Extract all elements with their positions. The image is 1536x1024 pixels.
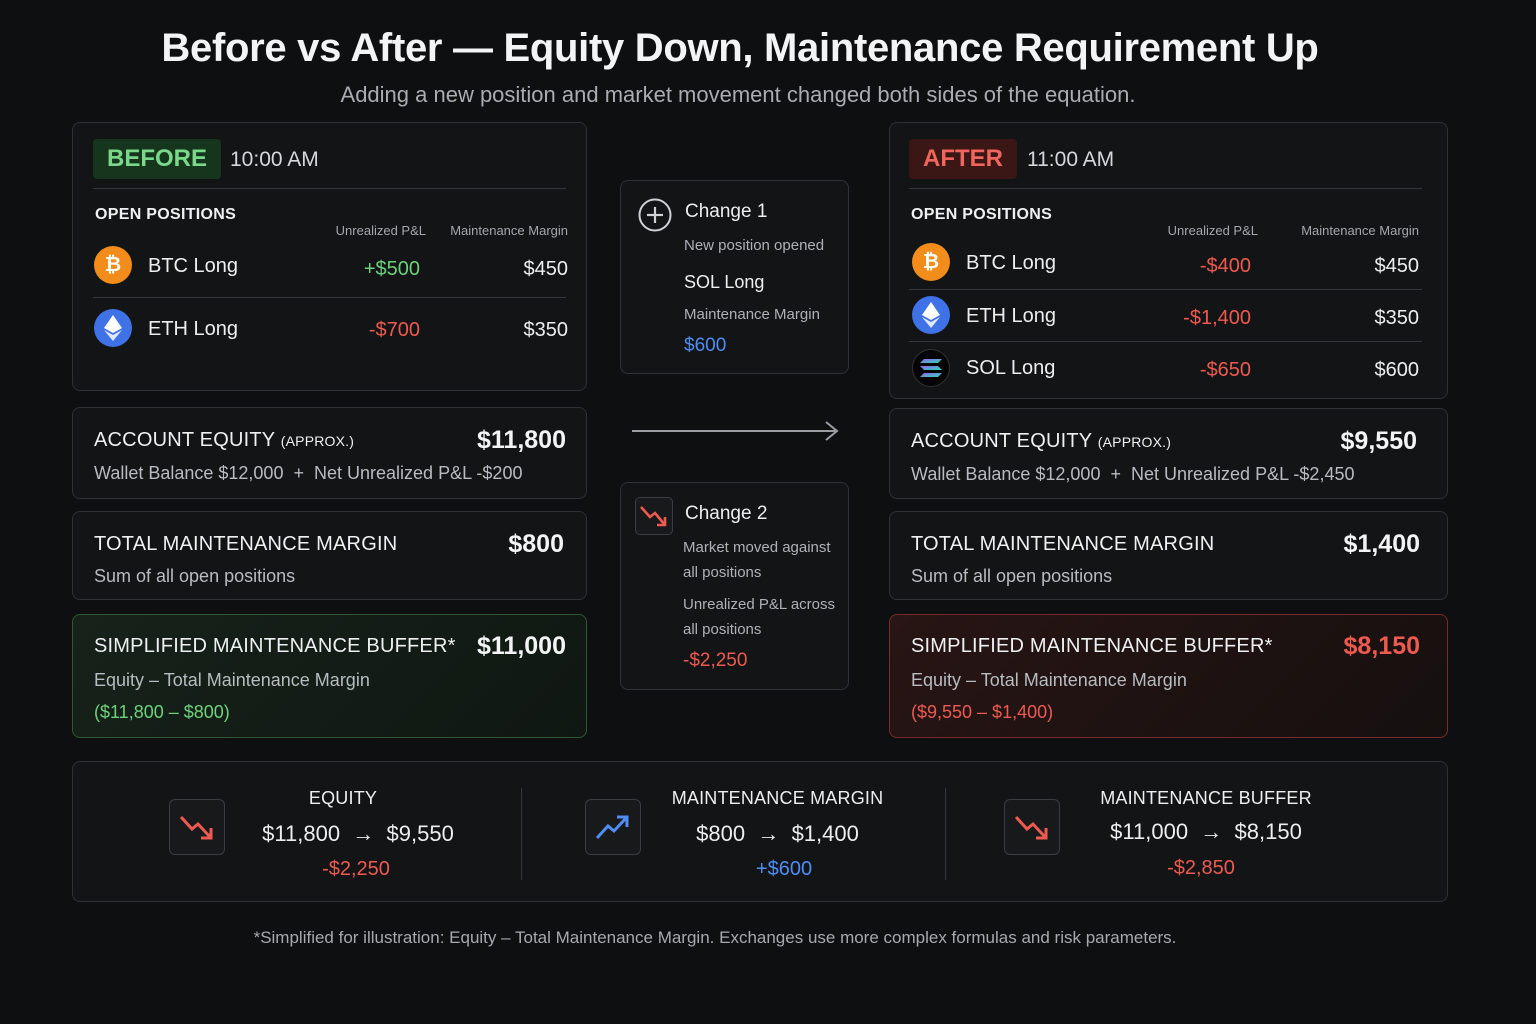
total-margin-label: TOTAL MAINTENANCE MARGIN bbox=[94, 533, 398, 555]
column-header-pnl: Unrealized P&L bbox=[335, 223, 426, 238]
summary-delta: -$2,850 bbox=[1167, 857, 1235, 879]
before-buffer-card: SIMPLIFIED MAINTENANCE BUFFER* $11,000 E… bbox=[72, 614, 587, 738]
buffer-formula: Equity – Total Maintenance Margin bbox=[94, 670, 370, 690]
change-value: $600 bbox=[684, 335, 727, 356]
divider bbox=[521, 788, 522, 880]
position-margin: $450 bbox=[1374, 255, 1420, 277]
before-time: 10:00 AM bbox=[230, 148, 319, 171]
summary-label: MAINTENANCE BUFFER bbox=[1100, 788, 1312, 808]
before-positions-card: BEFORE 10:00 AM OPEN POSITIONS Unrealize… bbox=[72, 122, 587, 391]
change-subtitle: Market moved against bbox=[683, 539, 831, 556]
equity-breakdown: Wallet Balance $12,000 + Net Unrealized … bbox=[94, 463, 523, 483]
position-pnl: +$500 bbox=[363, 258, 420, 280]
change-subtitle: New position opened bbox=[684, 237, 825, 254]
position-margin: $450 bbox=[523, 258, 569, 280]
summary-card: EQUITY $11,800 → $9,550 -$2,250 MAINTENA… bbox=[72, 761, 1448, 902]
page-subtitle: Adding a new position and market movemen… bbox=[340, 82, 1136, 107]
position-name: BTC Long bbox=[966, 252, 1057, 274]
position-pnl: -$1,400 bbox=[1183, 307, 1251, 329]
summary-label: EQUITY bbox=[308, 788, 378, 808]
summary-delta: -$2,250 bbox=[322, 858, 390, 880]
buffer-value: $8,150 bbox=[1343, 632, 1420, 660]
total-margin-value: $1,400 bbox=[1343, 530, 1420, 558]
change-label: all positions bbox=[683, 621, 762, 638]
change-label: Unrealized P&L across bbox=[683, 596, 836, 613]
divider bbox=[945, 788, 946, 880]
change-value: -$2,250 bbox=[683, 650, 748, 671]
after-tag: AFTER bbox=[909, 139, 1017, 179]
equity-value: $11,800 bbox=[477, 426, 566, 454]
position-name: ETH Long bbox=[148, 318, 239, 340]
before-after-arrow bbox=[632, 420, 842, 447]
column-header-margin: Maintenance Margin bbox=[450, 223, 568, 238]
summary-values: $800 → $1,400 bbox=[696, 821, 859, 846]
after-positions-card: AFTER 11:00 AM OPEN POSITIONS Unrealized… bbox=[889, 122, 1448, 399]
divider bbox=[909, 188, 1422, 189]
change-position-name: SOL Long bbox=[684, 272, 765, 292]
trend-down-icon bbox=[1004, 799, 1060, 855]
change-1-card: Change 1 New position opened SOL Long Ma… bbox=[620, 180, 849, 374]
change-title: Change 2 bbox=[685, 503, 768, 524]
summary-values: $11,000 → $8,150 bbox=[1110, 819, 1302, 844]
position-pnl: -$650 bbox=[1199, 359, 1251, 381]
bitcoin-icon: ₿ bbox=[912, 243, 950, 281]
column-header-margin: Maintenance Margin bbox=[1301, 223, 1419, 238]
buffer-value: $11,000 bbox=[477, 632, 566, 660]
bitcoin-icon: ₿ bbox=[94, 246, 132, 284]
section-heading: OPEN POSITIONS bbox=[95, 206, 237, 223]
change-2-card: Change 2 Market moved against all positi… bbox=[620, 482, 849, 690]
before-tag: BEFORE bbox=[93, 139, 222, 179]
position-margin: $350 bbox=[523, 319, 569, 341]
position-pnl: -$700 bbox=[368, 319, 420, 341]
buffer-label: SIMPLIFIED MAINTENANCE BUFFER* bbox=[94, 635, 456, 657]
section-heading: OPEN POSITIONS bbox=[911, 206, 1053, 223]
column-header-pnl: Unrealized P&L bbox=[1167, 223, 1258, 238]
page-title: Before vs After — Equity Down, Maintenan… bbox=[161, 26, 1319, 70]
ethereum-icon bbox=[912, 296, 950, 334]
position-name: ETH Long bbox=[966, 305, 1057, 327]
equity-label: ACCOUNT EQUITY (APPROX.) bbox=[94, 429, 355, 451]
summary-values: $11,800 → $9,550 bbox=[262, 821, 454, 846]
summary-delta: +$600 bbox=[755, 858, 813, 880]
divider bbox=[909, 289, 1422, 290]
position-margin: $350 bbox=[1374, 307, 1420, 329]
total-margin-sub: Sum of all open positions bbox=[94, 566, 296, 586]
position-margin: $600 bbox=[1374, 359, 1420, 381]
after-total-margin-card: TOTAL MAINTENANCE MARGIN $1,400 Sum of a… bbox=[889, 511, 1448, 600]
buffer-formula: Equity – Total Maintenance Margin bbox=[911, 670, 1187, 690]
summary-label: MAINTENANCE MARGIN bbox=[671, 788, 884, 808]
after-equity-card: ACCOUNT EQUITY (APPROX.) $9,550 Wallet B… bbox=[889, 408, 1448, 499]
buffer-calc: ($11,800 – $800) bbox=[94, 702, 230, 722]
before-total-margin-card: TOTAL MAINTENANCE MARGIN $800 Sum of all… bbox=[72, 511, 587, 600]
change-subtitle: all positions bbox=[683, 564, 762, 581]
position-pnl: -$400 bbox=[1199, 255, 1251, 277]
total-margin-label: TOTAL MAINTENANCE MARGIN bbox=[911, 533, 1215, 555]
buffer-label: SIMPLIFIED MAINTENANCE BUFFER* bbox=[911, 635, 1273, 657]
equity-breakdown: Wallet Balance $12,000 + Net Unrealized … bbox=[911, 464, 1355, 484]
divider bbox=[93, 188, 566, 189]
position-name: SOL Long bbox=[966, 357, 1056, 379]
total-margin-sub: Sum of all open positions bbox=[911, 566, 1113, 586]
divider bbox=[909, 341, 1422, 342]
change-label: Maintenance Margin bbox=[684, 306, 820, 323]
after-buffer-card: SIMPLIFIED MAINTENANCE BUFFER* $8,150 Eq… bbox=[889, 614, 1448, 738]
after-time: 11:00 AM bbox=[1027, 148, 1115, 171]
position-name: BTC Long bbox=[148, 255, 239, 277]
trend-down-icon bbox=[635, 497, 673, 535]
plus-circle-icon bbox=[637, 197, 673, 238]
change-title: Change 1 bbox=[685, 201, 768, 222]
buffer-calc: ($9,550 – $1,400) bbox=[911, 702, 1054, 722]
solana-icon bbox=[912, 349, 950, 387]
footnote: *Simplified for illustration: Equity – T… bbox=[253, 928, 1177, 947]
equity-value: $9,550 bbox=[1340, 427, 1417, 455]
total-margin-value: $800 bbox=[508, 530, 564, 558]
trend-down-icon bbox=[169, 799, 225, 855]
equity-label: ACCOUNT EQUITY (APPROX.) bbox=[911, 430, 1172, 452]
trend-up-icon bbox=[585, 799, 641, 855]
ethereum-icon bbox=[94, 309, 132, 347]
divider bbox=[93, 297, 566, 298]
before-equity-card: ACCOUNT EQUITY (APPROX.) $11,800 Wallet … bbox=[72, 407, 587, 499]
